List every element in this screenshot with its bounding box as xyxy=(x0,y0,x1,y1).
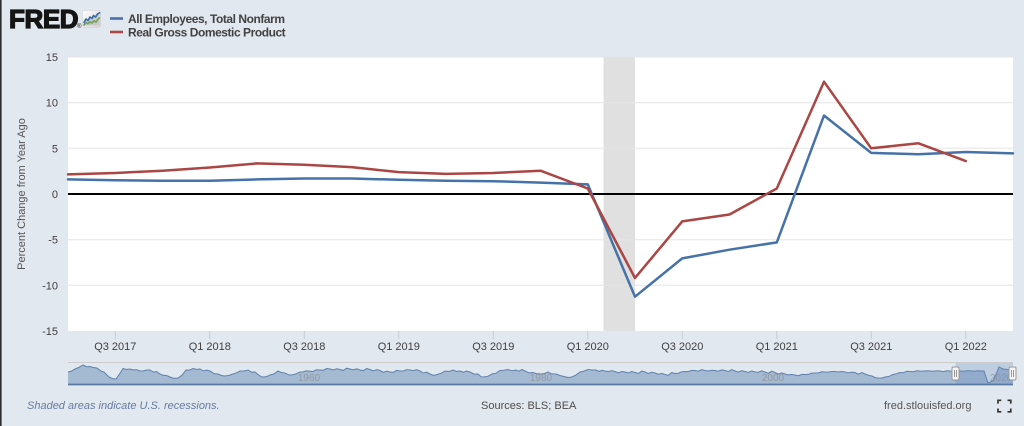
svg-text:®: ® xyxy=(77,23,82,30)
svg-text:10: 10 xyxy=(46,98,58,110)
svg-text:Q1 2019: Q1 2019 xyxy=(378,341,420,353)
svg-text:All Employees, Total Nonfarm: All Employees, Total Nonfarm xyxy=(128,12,285,26)
svg-text:Q1 2020: Q1 2020 xyxy=(567,341,609,353)
svg-text:2020: 2020 xyxy=(990,373,1013,384)
svg-text:Percent Change from Year Ago: Percent Change from Year Ago xyxy=(16,118,28,270)
svg-text:0: 0 xyxy=(52,189,58,201)
svg-text:FRED: FRED xyxy=(9,4,78,34)
svg-text:5: 5 xyxy=(52,143,58,155)
svg-text:Q3 2021: Q3 2021 xyxy=(850,341,892,353)
svg-text:Q1 2021: Q1 2021 xyxy=(756,341,798,353)
svg-text:2000: 2000 xyxy=(762,373,785,384)
svg-text:Q3 2020: Q3 2020 xyxy=(661,341,703,353)
svg-text:-10: -10 xyxy=(42,280,58,292)
svg-text:Q3 2018: Q3 2018 xyxy=(283,341,325,353)
svg-text:-15: -15 xyxy=(42,326,58,338)
svg-text:Q3 2019: Q3 2019 xyxy=(472,341,514,353)
svg-text:Q1 2022: Q1 2022 xyxy=(945,341,987,353)
svg-text:Shaded areas indicate U.S. rec: Shaded areas indicate U.S. recessions. xyxy=(27,400,220,412)
svg-text:15: 15 xyxy=(46,52,58,64)
svg-text:Q1 2018: Q1 2018 xyxy=(189,341,231,353)
svg-text:fred.stlouisfed.org: fred.stlouisfed.org xyxy=(884,400,971,412)
svg-text:Sources: BLS; BEA: Sources: BLS; BEA xyxy=(481,400,577,412)
svg-text:Real Gross Domestic Product: Real Gross Domestic Product xyxy=(128,26,286,40)
svg-text:Q3 2017: Q3 2017 xyxy=(94,341,136,353)
svg-text:1980: 1980 xyxy=(530,373,553,384)
svg-text:1960: 1960 xyxy=(298,373,321,384)
svg-text:-5: -5 xyxy=(48,235,58,247)
